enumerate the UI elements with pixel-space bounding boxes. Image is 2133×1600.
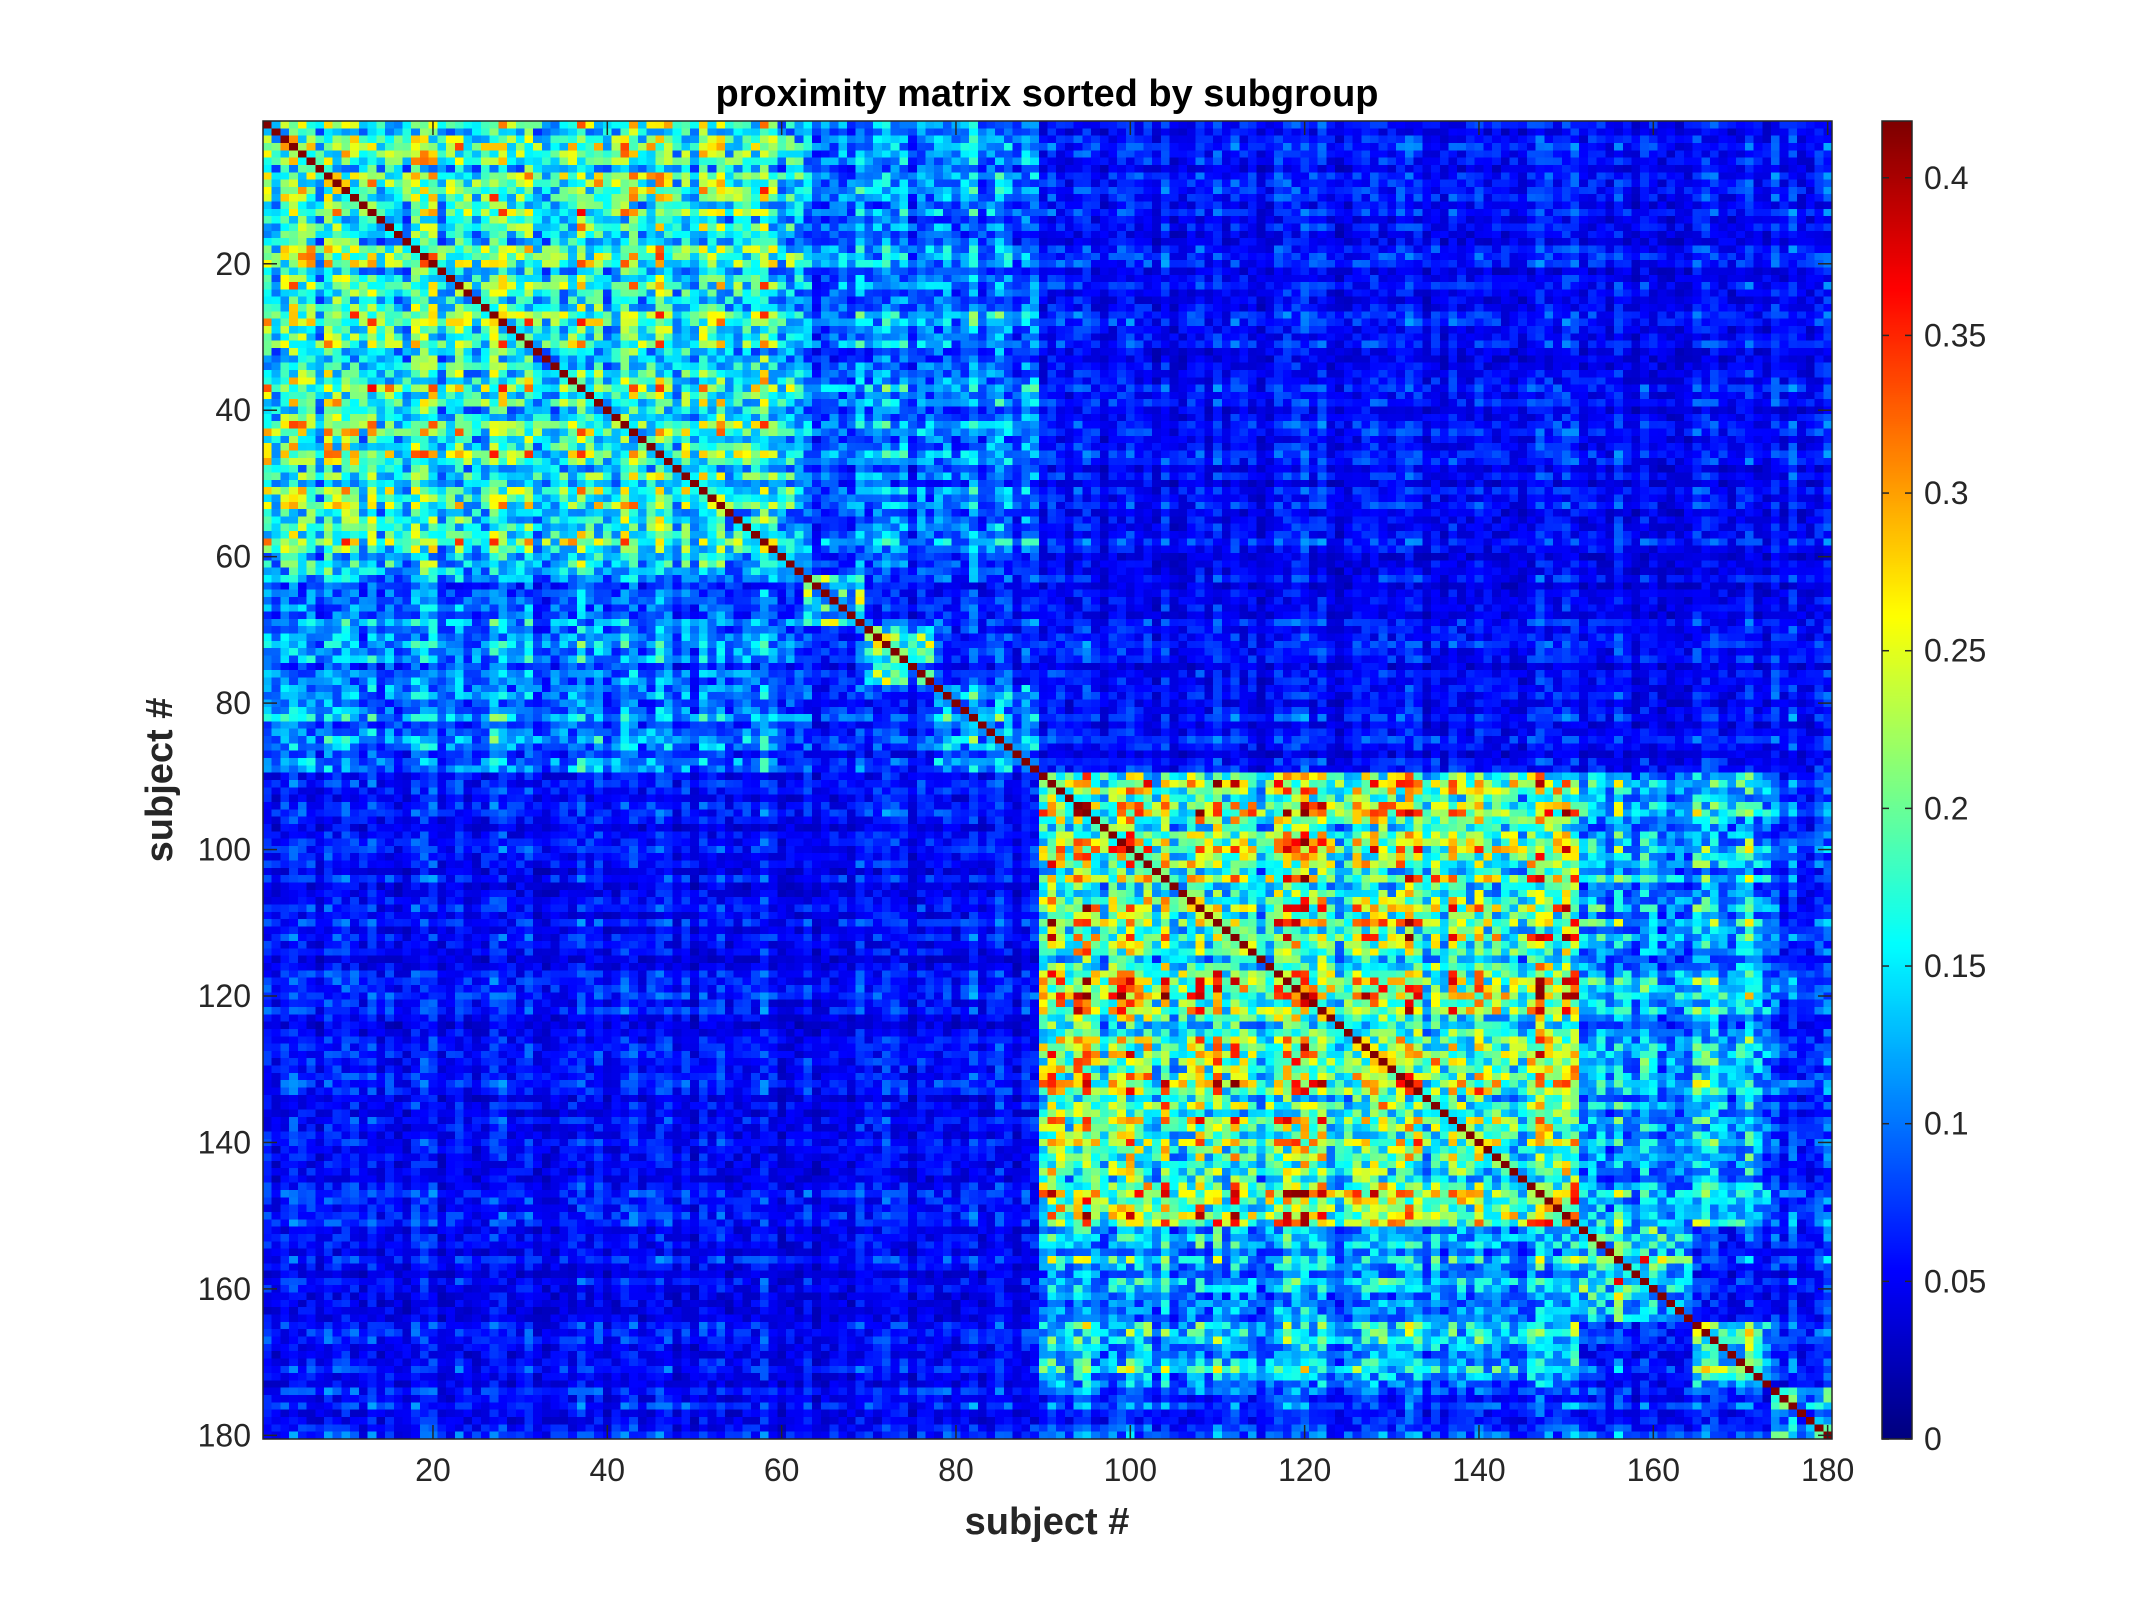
x-tick-label: 20: [415, 1452, 451, 1488]
colorbar-tick-label: 0.3: [1924, 475, 1968, 511]
colorbar-tick-label: 0.2: [1924, 790, 1968, 826]
y-tick-label: 80: [215, 685, 251, 721]
y-tick-label: 180: [198, 1417, 251, 1453]
y-tick-label: 40: [215, 392, 251, 428]
colorbar-tick-label: 0.4: [1924, 160, 1968, 196]
colorbar-tick-label: 0.15: [1924, 948, 1986, 984]
x-tick-label: 80: [938, 1452, 974, 1488]
x-tick-label: 40: [590, 1452, 626, 1488]
colorbar-tick-label: 0.25: [1924, 633, 1986, 669]
x-axis-label: subject #: [965, 1501, 1130, 1543]
colorbar-tick-label: 0: [1924, 1421, 1942, 1457]
heatmap-frame: [262, 120, 1833, 1440]
colorbar-tick-label: 0.35: [1924, 317, 1986, 353]
x-tick-label: 160: [1627, 1452, 1680, 1488]
y-tick-label: 120: [198, 978, 251, 1014]
colorbar-tick-label: 0.05: [1924, 1263, 1986, 1299]
y-tick-label: 60: [215, 539, 251, 575]
y-tick-label: 20: [215, 246, 251, 282]
x-tick-label: 120: [1278, 1452, 1331, 1488]
x-tick-label: 60: [764, 1452, 800, 1488]
colorbar-tick-label: 0.1: [1924, 1106, 1968, 1142]
x-tick-label: 140: [1452, 1452, 1505, 1488]
colorbar-image: [1882, 121, 1912, 1439]
y-tick-label: 100: [198, 832, 251, 868]
colorbar-frame: [1881, 120, 1913, 1440]
y-tick-label: 160: [198, 1271, 251, 1307]
x-tick-label: 180: [1801, 1452, 1854, 1488]
y-axis-label: subject #: [139, 698, 181, 863]
x-tick-label: 100: [1104, 1452, 1157, 1488]
ticks-layer: 20 40 60 80 100 120 140 160 180 20 40 60 80 100 120 140…: [198, 121, 1986, 1488]
y-tick-label: 140: [198, 1124, 251, 1160]
heatmap-image: [263, 121, 1832, 1439]
chart-title: proximity matrix sorted by subgroup: [716, 73, 1379, 115]
